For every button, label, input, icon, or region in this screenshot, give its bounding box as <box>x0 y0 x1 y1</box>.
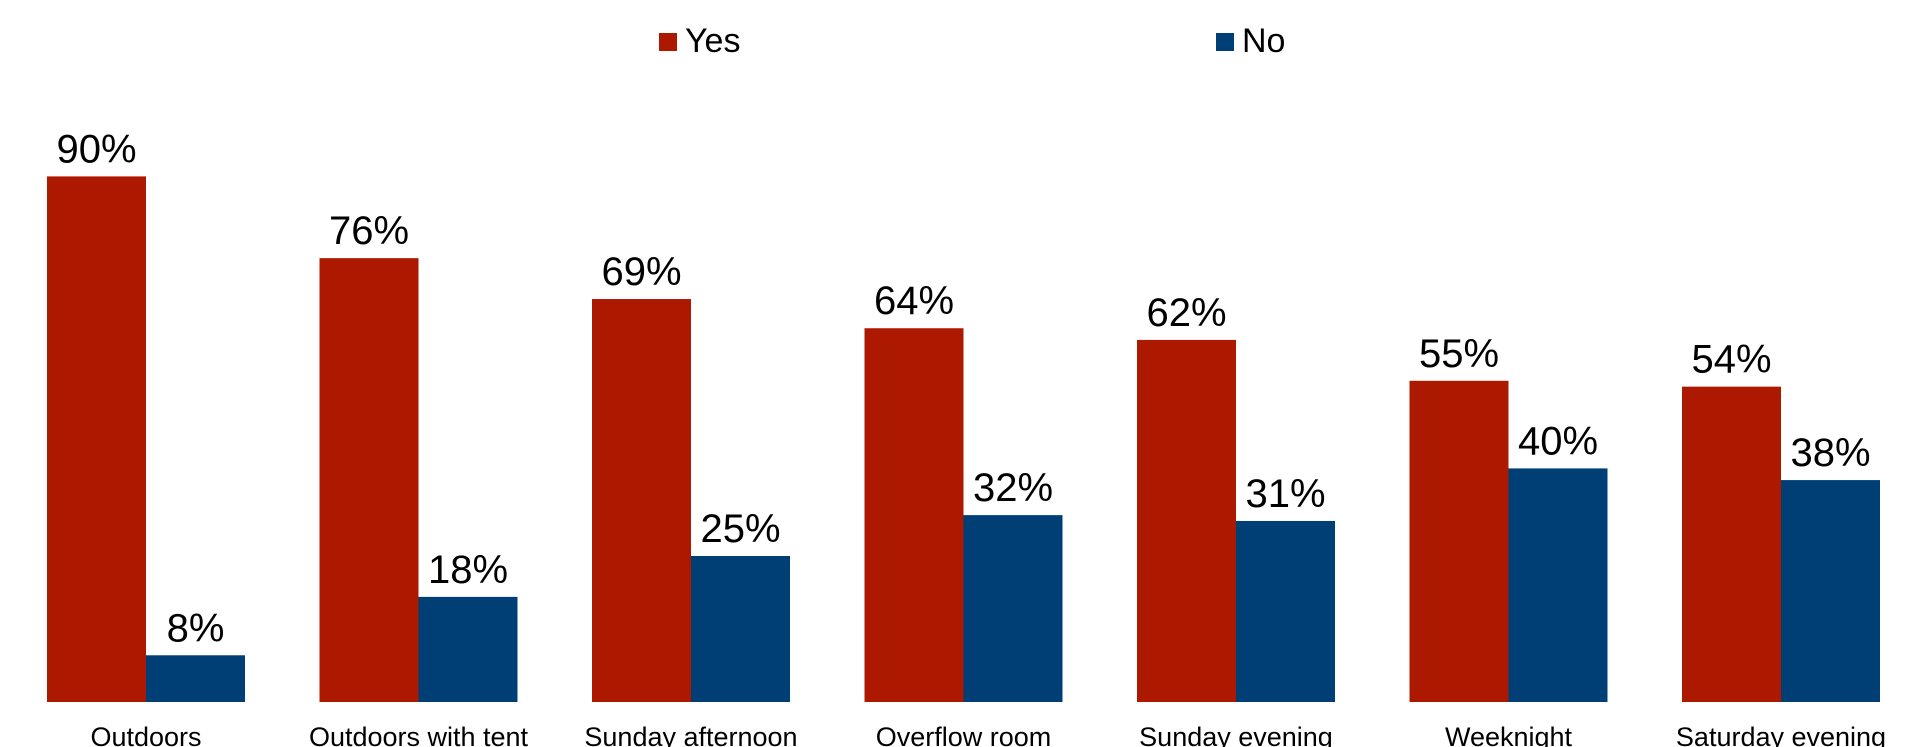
data-label-yes-2: 69% <box>601 250 681 294</box>
data-label-no-2: 25% <box>700 507 780 551</box>
data-label-no-4: 31% <box>1245 472 1325 516</box>
data-label-no-3: 32% <box>973 466 1053 510</box>
data-label-yes-1: 76% <box>329 209 409 253</box>
bar-yes-0 <box>47 176 146 702</box>
category-label-3: Overflow room <box>876 722 1052 747</box>
legend-label-no: No <box>1242 22 1286 60</box>
data-label-no-1: 18% <box>428 548 508 592</box>
legend-swatch-yes <box>659 32 677 51</box>
data-label-yes-3: 64% <box>874 279 954 323</box>
bar-yes-4 <box>1137 339 1236 702</box>
legend-item-no: No <box>1216 22 1285 61</box>
data-label-yes-5: 55% <box>1419 332 1499 376</box>
category-label-4: Sunday evening <box>1139 722 1333 747</box>
bar-yes-6 <box>1682 386 1781 702</box>
bar-no-2 <box>691 556 790 702</box>
category-label-1: Outdoors with tent <box>309 722 529 747</box>
bar-yes-3 <box>864 328 964 702</box>
data-label-yes-6: 54% <box>1691 338 1771 382</box>
data-label-yes-0: 90% <box>56 127 136 171</box>
bar-no-0 <box>146 655 245 702</box>
category-label-5: Weeknight <box>1445 722 1573 747</box>
bar-yes-5 <box>1409 380 1509 702</box>
bar-no-3 <box>963 515 1063 702</box>
bar-yes-2 <box>592 299 691 702</box>
legend-swatch-no <box>1216 32 1234 51</box>
legend-item-yes: Yes <box>659 22 740 61</box>
category-label-0: Outdoors <box>90 722 201 747</box>
bar-no-5 <box>1508 468 1608 702</box>
category-label-6: Saturday evening <box>1676 722 1886 747</box>
data-label-no-6: 38% <box>1790 431 1870 475</box>
bar-no-6 <box>1781 480 1880 702</box>
data-label-no-0: 8% <box>167 606 225 650</box>
bar-no-4 <box>1236 520 1335 702</box>
bar-no-1 <box>418 596 518 702</box>
legend-label-yes: Yes <box>685 22 741 60</box>
bar-yes-1 <box>319 258 419 702</box>
data-label-no-5: 40% <box>1518 419 1598 463</box>
category-label-2: Sunday afternoon <box>584 722 797 747</box>
data-label-yes-4: 62% <box>1146 291 1226 335</box>
